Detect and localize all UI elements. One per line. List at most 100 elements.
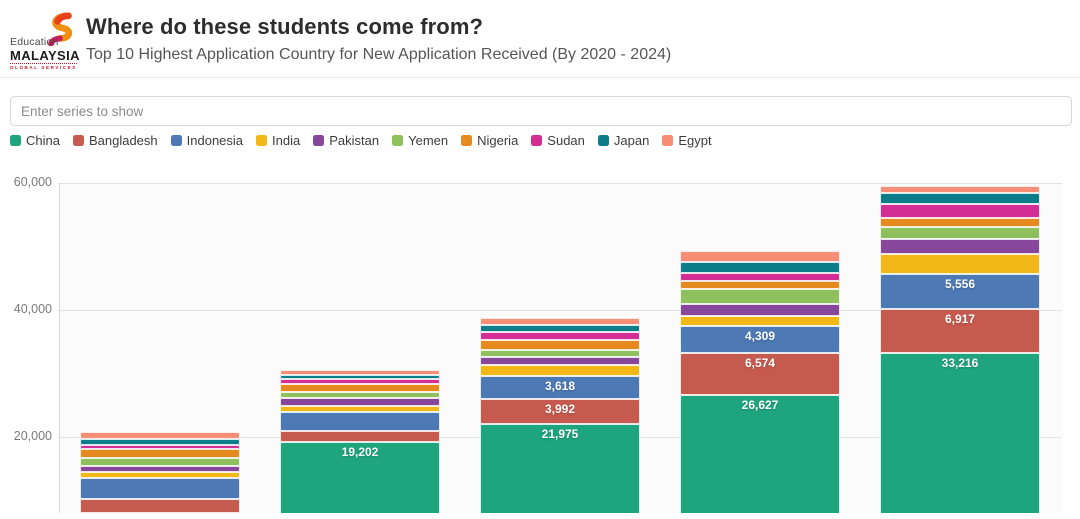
legend-swatch-icon — [10, 135, 21, 146]
bar-segment-indonesia-2020[interactable] — [80, 477, 240, 499]
bar-segment-pakistan-2024[interactable] — [880, 239, 1040, 255]
bar-segment-indonesia-2023[interactable]: 4,309 — [680, 325, 840, 354]
bar-segment-indonesia-2022[interactable]: 3,618 — [480, 376, 640, 400]
legend-item-japan[interactable]: Japan — [597, 133, 650, 148]
legend-label: China — [26, 133, 60, 148]
bar-segment-bangladesh-2024[interactable]: 6,917 — [880, 309, 1040, 354]
legend-swatch-icon — [170, 135, 182, 146]
bar-value-label: 5,556 — [944, 276, 976, 291]
chart-legend: China Bangladesh Indonesia India Pakistan Yem… — [10, 133, 712, 148]
bar-segment-japan-2024[interactable] — [880, 193, 1040, 205]
legend-item-pakistan[interactable]: Pakistan — [313, 133, 379, 148]
legend-label: Bangladesh — [88, 133, 158, 148]
legend-label: Nigeria — [477, 133, 519, 148]
y-tick-label: 60,000 — [13, 175, 52, 189]
bar-segment-nigeria-2020[interactable] — [80, 448, 240, 458]
bar-segment-bangladesh-2020[interactable] — [80, 498, 240, 513]
legend-item-india[interactable]: India — [256, 133, 300, 148]
stacked-bar-chart: 20,000 40,000 60,000 19,202 3,618 3,992 21,975… — [0, 160, 1080, 513]
y-tick-label: 40,000 — [13, 302, 52, 316]
bar-segment-egypt-2023[interactable] — [680, 251, 840, 262]
bar-segment-egypt-2022[interactable] — [480, 317, 640, 325]
legend-label: Pakistan — [329, 133, 380, 148]
legend-label: Japan — [613, 133, 650, 148]
legend-label: Sudan — [547, 133, 585, 148]
legend-label: India — [272, 133, 301, 148]
logo-text-global-services: GLOBAL SERVICES — [10, 63, 77, 70]
bar-segment-sudan-2020[interactable] — [80, 444, 240, 449]
bar-segment-nigeria-2023[interactable] — [680, 280, 840, 290]
legend-item-indonesia[interactable]: Indonesia — [170, 133, 244, 148]
bar-2024: 5,556 6,917 33,216 — [880, 185, 1040, 513]
bar-2022: 3,618 3,992 21,975 — [480, 317, 640, 513]
legend-label: Indonesia — [186, 133, 244, 148]
bar-segment-bangladesh-2023[interactable]: 6,574 — [680, 353, 840, 395]
legend-label: Yemen — [408, 133, 449, 148]
bar-segment-yemen-2024[interactable] — [880, 226, 1040, 240]
bar-segment-sudan-2022[interactable] — [480, 332, 640, 340]
bar-segment-bangladesh-2022[interactable]: 3,992 — [480, 399, 640, 425]
logo-text-malaysia: MALAYSIA — [10, 48, 80, 63]
bar-segment-china-2024[interactable]: 33,216 — [880, 353, 1040, 513]
bar-segment-yemen-2022[interactable] — [480, 350, 640, 358]
bar-value-label: 21,975 — [541, 427, 579, 442]
bar-segment-indonesia-2021[interactable] — [280, 411, 440, 432]
education-malaysia-logo: Education MALAYSIA GLOBAL SERVICES — [8, 12, 86, 70]
y-axis-line — [59, 183, 60, 513]
page-title: Where do these students come from? — [86, 14, 484, 39]
series-filter-input[interactable] — [10, 96, 1072, 126]
bar-segment-sudan-2024[interactable] — [880, 204, 1040, 219]
bar-segment-china-2021[interactable]: 19,202 — [280, 442, 440, 513]
bar-2021: 19,202 — [280, 369, 440, 513]
bar-segment-china-2023[interactable]: 26,627 — [680, 394, 840, 513]
gridline-40000 — [58, 310, 1062, 311]
bar-segment-china-2022[interactable]: 21,975 — [480, 424, 640, 513]
bar-segment-india-2022[interactable] — [480, 364, 640, 377]
bar-segment-nigeria-2022[interactable] — [480, 339, 640, 350]
bar-value-label: 33,216 — [941, 356, 979, 371]
bar-segment-japan-2020[interactable] — [80, 439, 240, 445]
bar-segment-egypt-2020[interactable] — [80, 432, 240, 440]
bar-segment-pakistan-2020[interactable] — [80, 466, 240, 473]
bar-segment-japan-2021[interactable] — [280, 374, 440, 379]
bar-segment-japan-2023[interactable] — [680, 261, 840, 273]
bar-segment-india-2020[interactable] — [80, 472, 240, 478]
bar-segment-indonesia-2024[interactable]: 5,556 — [880, 273, 1040, 310]
legend-item-yemen[interactable]: Yemen — [392, 133, 448, 148]
legend-item-bangladesh[interactable]: Bangladesh — [72, 133, 158, 148]
bar-segment-pakistan-2023[interactable] — [680, 304, 840, 316]
legend-item-sudan[interactable]: Sudan — [531, 133, 585, 148]
gridline-60000 — [58, 183, 1062, 184]
bar-segment-egypt-2021[interactable] — [280, 369, 440, 375]
bar-segment-yemen-2023[interactable] — [680, 289, 840, 305]
legend-swatch-icon — [662, 135, 674, 146]
legend-item-nigeria[interactable]: Nigeria — [461, 133, 518, 148]
bar-segment-nigeria-2024[interactable] — [880, 218, 1040, 227]
bar-segment-nigeria-2021[interactable] — [280, 383, 440, 392]
bar-value-label: 6,917 — [944, 312, 976, 327]
legend-swatch-icon — [461, 135, 473, 146]
bar-value-label: 4,309 — [744, 328, 776, 343]
bar-segment-sudan-2023[interactable] — [680, 272, 840, 281]
legend-swatch-icon — [531, 135, 543, 146]
bar-segment-pakistan-2022[interactable] — [480, 357, 640, 365]
bar-value-label: 26,627 — [741, 397, 779, 412]
logo-text-education: Education — [10, 36, 59, 48]
bar-segment-india-2024[interactable] — [880, 254, 1040, 274]
legend-swatch-icon — [72, 135, 84, 146]
bar-segment-egypt-2024[interactable] — [880, 185, 1040, 194]
bar-segment-yemen-2021[interactable] — [280, 391, 440, 398]
legend-item-china[interactable]: China — [10, 133, 60, 148]
bar-segment-japan-2022[interactable] — [480, 324, 640, 333]
bar-segment-india-2023[interactable] — [680, 315, 840, 326]
legend-swatch-icon — [256, 135, 268, 146]
bar-segment-pakistan-2021[interactable] — [280, 397, 440, 406]
legend-swatch-icon — [392, 135, 404, 146]
bar-segment-sudan-2021[interactable] — [280, 378, 440, 384]
bar-segment-bangladesh-2021[interactable] — [280, 431, 440, 442]
bar-2020 — [80, 432, 240, 513]
bar-value-label: 3,618 — [544, 379, 576, 394]
bar-segment-yemen-2020[interactable] — [80, 457, 240, 467]
legend-item-egypt[interactable]: Egypt — [662, 133, 712, 148]
bar-segment-india-2021[interactable] — [280, 405, 440, 412]
